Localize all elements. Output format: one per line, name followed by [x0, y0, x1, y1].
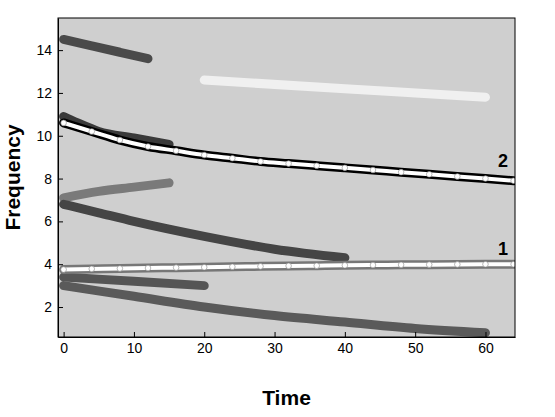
ridge-line: [64, 183, 169, 198]
track-point: [258, 159, 264, 165]
track-point: [511, 178, 515, 184]
track-point: [286, 161, 292, 167]
tick-label: 0: [60, 340, 68, 356]
tick-label: 6: [44, 213, 52, 229]
tick-label: 10: [36, 128, 52, 144]
tick-label: 60: [478, 340, 494, 356]
y-axis: 2 4 6 8 10 12 14: [36, 19, 63, 338]
track-point: [314, 163, 320, 169]
tick-mark: [58, 136, 63, 137]
ridge-line: [204, 80, 485, 97]
x-axis-title: Time: [262, 386, 311, 409]
track-point: [117, 266, 123, 272]
track-point: [258, 264, 264, 270]
track-point: [61, 267, 67, 273]
track-point: [173, 265, 179, 271]
tick: 30: [267, 332, 283, 356]
tick-mark: [58, 50, 63, 51]
tick-label: 4: [44, 256, 52, 272]
track-point: [145, 265, 151, 271]
track-outline: [64, 123, 514, 181]
track-point: [426, 171, 432, 177]
tick: 4: [44, 256, 63, 272]
tick-mark: [134, 332, 135, 337]
track-point: [230, 264, 236, 270]
tick-label: 8: [44, 171, 52, 187]
track-point: [398, 262, 404, 268]
ridge-line: [64, 204, 345, 258]
tick: 8: [44, 171, 63, 187]
track-point: [483, 261, 489, 267]
track-point: [370, 262, 376, 268]
tick-label: 50: [408, 340, 424, 356]
axis-line: [58, 19, 59, 338]
tick: 10: [36, 128, 63, 144]
tick-mark: [415, 332, 416, 337]
track-point: [89, 266, 95, 272]
tick-label: 30: [267, 340, 283, 356]
tick-label: 2: [44, 299, 52, 315]
tick: 50: [408, 332, 424, 356]
ridge-line: [64, 286, 486, 333]
annotation: 2: [498, 151, 508, 171]
track-point: [483, 176, 489, 182]
tick-label: 20: [197, 340, 213, 356]
tick: 20: [197, 332, 213, 356]
tick-mark: [485, 332, 486, 337]
tick-mark: [58, 221, 63, 222]
track-point: [117, 137, 123, 143]
annotation: 1: [498, 239, 508, 259]
tick: 14: [36, 42, 63, 58]
tick: 0: [60, 332, 68, 356]
tick: 40: [338, 332, 354, 356]
track-point: [314, 263, 320, 269]
track-point: [398, 169, 404, 175]
ridge-line: [64, 39, 148, 58]
track-point: [286, 263, 292, 269]
track-point: [230, 155, 236, 161]
track-point: [455, 174, 461, 180]
plot-frame: [58, 18, 515, 337]
tick-mark: [58, 179, 63, 180]
tick-label: 14: [36, 42, 52, 58]
track-point: [201, 264, 207, 270]
marks: [61, 39, 515, 332]
tick-mark: [58, 307, 63, 308]
track-point: [201, 152, 207, 158]
track-point: [455, 262, 461, 268]
track-point: [145, 144, 151, 150]
track-point: [511, 261, 515, 267]
tick-mark: [58, 264, 63, 265]
track-point: [342, 262, 348, 268]
track-point: [173, 148, 179, 154]
tick-label: 10: [127, 340, 143, 356]
tick: 2: [44, 299, 63, 315]
plot-background: [58, 18, 515, 337]
chart: 0102030405060246810121412TimeFrequency: [0, 0, 555, 417]
track-point: [342, 165, 348, 171]
tick-mark: [58, 93, 63, 94]
tick-mark: [64, 332, 65, 337]
tick-label: 12: [36, 85, 52, 101]
plot: 0102030405060246810121412: [36, 18, 516, 356]
tick: 60: [478, 332, 494, 356]
track-point: [370, 167, 376, 173]
track-point: [426, 262, 432, 268]
axis-line: [59, 337, 516, 338]
tick-mark: [275, 332, 276, 337]
x-axis: 0 10 20 30 40 50 60: [59, 332, 516, 356]
y-axis-title: Frequency: [1, 124, 24, 231]
tick-label: 40: [338, 340, 354, 356]
tick: 12: [36, 85, 63, 101]
tick-mark: [204, 332, 205, 337]
track-line: [64, 123, 514, 181]
track-point: [89, 129, 95, 135]
track-point: [61, 120, 67, 126]
tick: 10: [127, 332, 143, 356]
tick: 6: [44, 213, 63, 229]
tick-mark: [345, 332, 346, 337]
